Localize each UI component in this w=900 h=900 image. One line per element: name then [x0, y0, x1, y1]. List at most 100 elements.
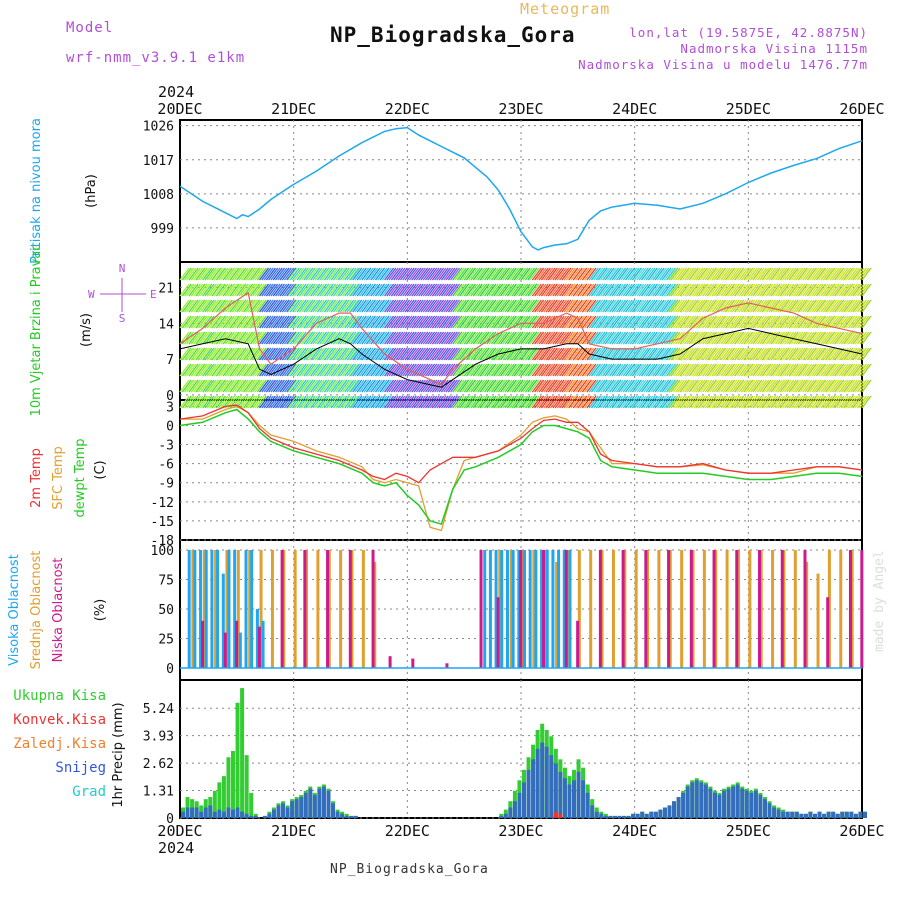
wind-barb — [540, 379, 551, 393]
wind-barb — [294, 299, 305, 313]
wind-barb — [715, 299, 727, 313]
wind-barb — [538, 363, 549, 377]
wind-barb — [361, 379, 372, 393]
wind-barb — [534, 347, 545, 361]
wind-barb — [565, 283, 576, 297]
precip-snow-bar — [622, 815, 627, 818]
wind-barb — [720, 379, 731, 393]
wind-barb — [800, 299, 811, 313]
wind-barb — [709, 267, 720, 281]
wind-barb — [310, 315, 321, 329]
wind-barb — [734, 283, 745, 297]
wind-barb — [222, 379, 233, 393]
wind-barb — [847, 395, 858, 409]
wind-barb — [531, 363, 542, 377]
precip-legend-item: Ukupna Kisa — [13, 688, 106, 704]
wind-barb — [356, 299, 367, 313]
wind-barb — [820, 283, 831, 297]
wind-barb — [652, 379, 663, 393]
wind-barb — [827, 331, 838, 345]
wind-barb — [543, 283, 554, 297]
wind-barb — [314, 283, 325, 297]
wind-barb — [406, 315, 417, 329]
wind-barb — [768, 395, 779, 409]
wind-barb — [861, 267, 872, 281]
wind-barb — [513, 331, 524, 345]
wind-barb — [827, 363, 838, 377]
cloud-high-bar — [221, 573, 225, 668]
wind-barb — [500, 299, 511, 313]
cloud-high-bar — [545, 550, 549, 668]
wind-barb — [761, 331, 772, 345]
wind-barb — [488, 347, 499, 361]
precip-snow-bar — [717, 794, 722, 818]
wind-barb — [750, 331, 761, 345]
wind-barb — [518, 315, 529, 329]
wind-barb — [695, 267, 706, 281]
wind-barb — [750, 395, 761, 409]
wind-barb — [850, 363, 861, 377]
wind-barb — [254, 363, 265, 377]
wind-barb — [395, 299, 406, 313]
wind-barb — [379, 395, 390, 409]
wind-barb — [836, 299, 847, 313]
wind-barb — [706, 315, 717, 329]
wind-barb — [438, 315, 449, 329]
wind-barb — [847, 347, 858, 361]
wind-barb — [543, 379, 554, 393]
wind-barb — [337, 395, 348, 409]
wind-barb — [227, 331, 238, 345]
wind-barb — [672, 267, 683, 281]
wind-barb — [445, 299, 456, 313]
wind-barb — [197, 315, 208, 329]
wind-barb — [323, 363, 334, 377]
wind-barb — [195, 267, 206, 281]
wind-barb — [296, 347, 307, 361]
wind-barb — [415, 299, 426, 313]
wind-barb — [386, 363, 397, 377]
wind-barb — [816, 315, 827, 329]
wind-barb — [554, 299, 565, 313]
wind-barb — [563, 267, 574, 281]
wind-barb — [718, 363, 729, 377]
wind-barb — [761, 379, 772, 393]
wind-barb — [470, 379, 481, 393]
wind-barb — [816, 379, 827, 393]
wind-barb — [261, 379, 272, 393]
wind-barb — [550, 379, 561, 393]
wind-barb — [625, 363, 636, 377]
wind-barb — [622, 331, 633, 345]
precip-snow-bar — [644, 813, 649, 818]
wind-barb — [330, 347, 341, 361]
wind-barb — [791, 315, 802, 329]
wind-barb — [670, 315, 681, 329]
wind-barb — [740, 315, 752, 329]
wind-barb — [445, 395, 456, 409]
wind-barb — [663, 347, 674, 361]
wind-barb — [312, 395, 323, 409]
wind-barb — [236, 299, 247, 313]
wind-barb — [690, 299, 702, 313]
wind-barb — [527, 363, 538, 377]
wind-barb — [497, 283, 508, 297]
wind-barb — [330, 379, 341, 393]
wind-barb — [597, 283, 608, 297]
wind-barb — [220, 267, 231, 281]
wind-barb — [332, 299, 343, 313]
wind-barb — [436, 331, 447, 345]
wind-barb — [536, 347, 547, 361]
wind-barb — [606, 283, 617, 297]
wind-barb — [252, 299, 263, 313]
wind-barb — [363, 299, 374, 313]
wind-barb — [511, 395, 522, 409]
wind-barb — [184, 315, 195, 329]
wind-barb — [779, 395, 790, 409]
wind-barb — [786, 299, 797, 313]
wind-barb — [213, 347, 224, 361]
wind-barb — [265, 331, 276, 345]
wind-barb — [825, 267, 836, 281]
wind-barb — [493, 299, 504, 313]
wind-barb — [472, 379, 483, 393]
wind-barb — [321, 283, 332, 297]
wind-barb — [547, 395, 558, 409]
